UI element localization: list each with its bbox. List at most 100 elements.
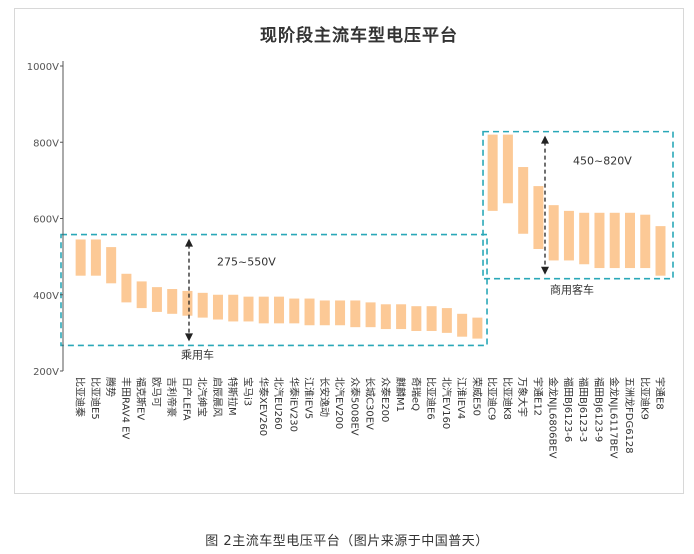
voltage-range-bar <box>75 239 86 276</box>
category-label: 福田BJ6123-9 <box>592 377 605 442</box>
category-label: 华泰iEV230 <box>287 377 300 432</box>
category-label: 比亚迪K9 <box>638 377 650 420</box>
category-label: 特斯拉M <box>226 377 239 416</box>
voltage-range-bar <box>624 212 635 269</box>
y-tick-label: 400V <box>33 291 59 302</box>
voltage-range-bar <box>106 247 117 284</box>
voltage-range-bar <box>533 186 544 249</box>
group-label: 商用客车 <box>550 283 594 297</box>
category-label: 众泰E200 <box>379 377 392 422</box>
category-label: 宝马i3 <box>241 377 254 406</box>
voltage-range-bar <box>548 205 559 261</box>
range-arrow-head-up <box>541 135 549 144</box>
category-label: 欧马可 <box>150 377 162 407</box>
y-tick-label: 200V <box>33 367 59 378</box>
category-label: 比亚迪C9 <box>486 377 498 420</box>
category-label: 丰田RAV4 EV <box>119 377 132 439</box>
category-label: 江淮iEV5 <box>303 377 315 419</box>
voltage-range-bar <box>335 300 346 326</box>
group-label: 乘用车 <box>181 347 214 361</box>
voltage-range-bar <box>457 313 468 337</box>
range-arrow-head-up <box>185 238 193 247</box>
group-range-label: 450~820V <box>573 155 632 168</box>
voltage-range-bar <box>502 134 513 204</box>
category-label: 宇通E8 <box>654 377 667 410</box>
category-label: 比亚迪E5 <box>89 377 101 420</box>
range-arrow-head-down <box>541 266 549 275</box>
category-label: 长城C30EV <box>364 377 376 430</box>
voltage-range-bar <box>167 289 178 314</box>
voltage-range-bar <box>121 273 132 303</box>
voltage-range-bar <box>609 212 620 269</box>
y-tick-label: 1000V <box>27 62 59 73</box>
category-label: 福田BJ6123-6 <box>562 377 575 442</box>
voltage-range-bar <box>518 167 529 234</box>
category-labels: 比亚迪秦 比亚迪E5 腾势 丰田RAV4 EV 福克斯EV 欧马可 吉利帝豪 日产LEFA 北汽… <box>74 377 667 459</box>
group-boxes-layer: 275~550V 乘用车 450~820V 商用客车 <box>60 130 674 361</box>
voltage-range-bar <box>90 239 101 276</box>
voltage-range-bar <box>350 300 361 328</box>
figure-caption: 图 2主流车型电压平台（图片来源于中国普天） <box>205 534 489 549</box>
voltage-range-bar <box>563 210 574 261</box>
category-label: 奇瑞eQ <box>409 377 422 411</box>
voltage-range-bar <box>212 294 223 320</box>
category-label: 北汽EV200 <box>333 377 346 429</box>
category-label: 宇通E12 <box>531 377 544 416</box>
voltage-range-bar <box>426 306 437 331</box>
category-label: 北汽绅宝 <box>196 377 209 417</box>
chart-frame: 现阶段主流车型电压平台 275~550V 乘用车 450~820V 商用客车 200V… <box>14 8 684 494</box>
group-range-label: 275~550V <box>217 256 276 269</box>
category-label: 吉利帝豪 <box>165 377 178 417</box>
category-label: 启辰晨风 <box>211 377 224 417</box>
category-label: 比亚迪秦 <box>74 377 87 417</box>
category-label: 日产LEFA <box>180 377 193 421</box>
chart-title: 现阶段主流车型电压平台 <box>260 25 458 46</box>
category-label: 荣威E50 <box>470 377 483 416</box>
voltage-range-bar <box>487 134 498 211</box>
voltage-range-bar <box>243 296 254 322</box>
category-label: 腾势 <box>104 377 117 397</box>
category-label: 华泰XEV260 <box>257 377 270 436</box>
category-label: 北汽EU260 <box>272 377 285 430</box>
range-arrow-head-down <box>185 333 193 342</box>
voltage-range-bar <box>594 212 605 269</box>
category-label: 五洲龙FDG6128 <box>623 377 636 454</box>
voltage-range-bar <box>151 287 162 312</box>
voltage-range-bar <box>274 296 285 324</box>
y-tick-label: 600V <box>33 215 59 226</box>
voltage-range-bar <box>228 294 239 322</box>
category-label: 江淮iEV4 <box>455 377 467 419</box>
y-tick-labels: 200V 400V 600V 800V 1000V <box>27 62 63 378</box>
y-tick-label: 800V <box>33 138 59 149</box>
voltage-range-bar <box>304 298 315 326</box>
category-label: 比亚迪E6 <box>425 377 437 420</box>
voltage-range-bar <box>472 317 483 339</box>
category-label: 比亚迪K8 <box>501 377 513 420</box>
category-label: 金龙NJL6117BEV <box>608 377 621 459</box>
voltage-platform-chart: 现阶段主流车型电压平台 275~550V 乘用车 450~820V 商用客车 200V… <box>27 25 674 459</box>
category-label: 北汽EV160 <box>440 377 453 429</box>
voltage-range-bar <box>136 281 147 309</box>
category-label: 众泰5008EV <box>348 377 361 436</box>
voltage-range-bar <box>655 226 666 276</box>
category-label: 长安逸动 <box>318 377 331 417</box>
voltage-range-bar <box>411 306 422 331</box>
voltage-range-bar <box>289 298 300 324</box>
voltage-range-bar <box>365 302 376 328</box>
voltage-range-bar <box>640 214 651 269</box>
group-range-box <box>482 130 674 280</box>
category-label: 万象大宇 <box>516 377 529 417</box>
voltage-range-bar <box>380 304 391 330</box>
voltage-range-bar <box>579 212 590 265</box>
voltage-range-bar <box>396 304 407 330</box>
voltage-range-bar <box>197 292 208 318</box>
voltage-range-bar <box>441 308 452 333</box>
category-label: 福田BJ6123-3 <box>577 377 590 442</box>
category-label: 金龙NJL6806BEV <box>547 377 560 459</box>
voltage-range-bar <box>319 300 330 326</box>
voltage-range-bar <box>258 296 269 324</box>
group-range-box <box>60 233 488 347</box>
category-label: 麒麟M1 <box>394 377 407 412</box>
category-label: 福克斯EV <box>135 377 148 420</box>
voltage-range-bar <box>182 290 193 316</box>
